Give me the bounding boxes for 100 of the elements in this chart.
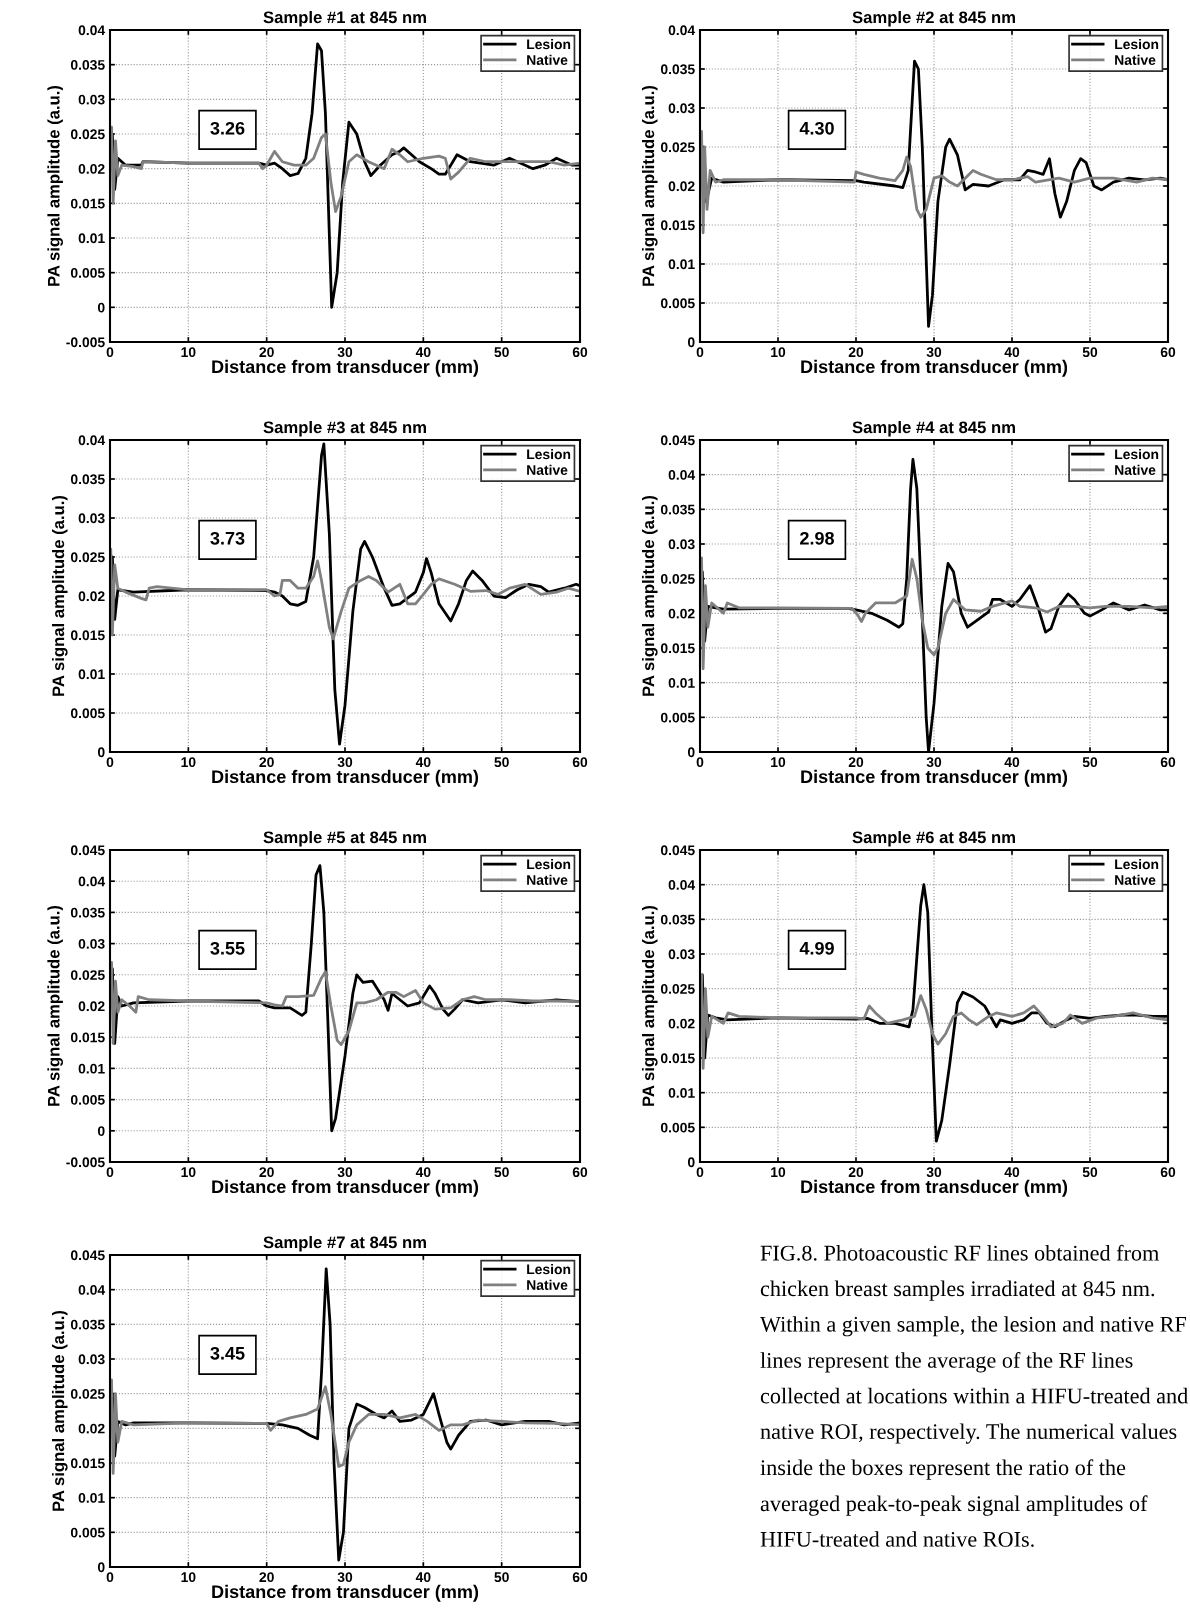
y-tick-label: 0.02 — [78, 591, 105, 602]
x-tick-label: 0 — [106, 757, 114, 768]
chart-title: Sample #6 at 845 nm — [852, 830, 1015, 847]
y-tick-label: 0.005 — [660, 712, 695, 723]
annotation: 3.45 — [210, 1346, 245, 1360]
y-tick-label: 0.005 — [660, 298, 695, 309]
y-tick-label: 0.01 — [78, 233, 105, 244]
x-tick-label: 0 — [696, 757, 704, 768]
line-series — [110, 547, 580, 641]
y-tick-label: 0 — [97, 302, 105, 313]
y-axis-title: PA signal amplitude (a.u.) — [642, 85, 658, 286]
legend-label: Lesion — [527, 39, 571, 50]
x-tick-label: 0 — [106, 1167, 114, 1178]
x-axis-title: Distance from transducer (mm) — [212, 1179, 479, 1197]
y-tick-label: 0.02 — [668, 608, 695, 619]
x-tick-label: 10 — [771, 347, 786, 358]
line-series — [700, 973, 1168, 1070]
x-tick-label: 30 — [337, 1572, 353, 1583]
y-tick-label: 0.045 — [660, 435, 695, 446]
y-tick-label: -0.005 — [66, 337, 105, 348]
x-tick-label: 60 — [572, 1572, 588, 1583]
x-tick-label: 40 — [1004, 347, 1020, 358]
y-tick-label: 0.005 — [70, 1527, 105, 1538]
x-tick-label: 30 — [926, 757, 942, 768]
x-tick-label: 20 — [848, 757, 864, 768]
y-tick-label: 0.035 — [660, 504, 695, 515]
y-tick-label: 0.005 — [70, 1094, 105, 1105]
x-tick-label: 20 — [259, 1572, 274, 1583]
y-tick-label: 0.025 — [70, 552, 105, 563]
x-tick-label: 40 — [1004, 1167, 1020, 1178]
y-tick-label: 0.035 — [660, 914, 695, 925]
y-tick-label: 0 — [687, 337, 695, 348]
y-tick-label: 0.03 — [78, 1354, 105, 1365]
y-tick-label: 0.035 — [70, 474, 105, 485]
x-axis-title: Distance from transducer (mm) — [801, 769, 1068, 787]
y-axis-title: PA signal amplitude (a.u.) — [642, 495, 658, 696]
x-axis-title: Distance from transducer (mm) — [801, 359, 1068, 377]
y-tick-label: 0.015 — [70, 198, 105, 209]
x-tick-label: 0 — [106, 347, 114, 358]
x-tick-label: 30 — [926, 347, 942, 358]
legend-label: Native — [527, 1279, 568, 1290]
x-tick-label: 50 — [494, 347, 509, 358]
y-tick-label: 0.025 — [660, 574, 695, 584]
y-tick-label: 0.04 — [668, 25, 696, 36]
x-tick-label: 40 — [415, 1167, 431, 1178]
y-tick-label: 0.03 — [78, 513, 105, 524]
x-tick-label: 60 — [572, 1167, 588, 1178]
y-tick-label: 0.01 — [668, 259, 695, 270]
y-tick-label: 0.015 — [70, 1032, 105, 1043]
x-tick-label: 60 — [572, 347, 588, 358]
annotation: 4.30 — [799, 121, 834, 135]
y-tick-label: 0.04 — [78, 25, 106, 36]
legend-label: Native — [1115, 464, 1156, 475]
y-tick-label: 0.02 — [78, 1001, 105, 1012]
y-axis-title: PA signal amplitude (a.u.) — [52, 1310, 68, 1511]
y-tick-label: 0.03 — [668, 103, 695, 114]
line-series — [700, 556, 1168, 671]
y-tick-label: 0.03 — [78, 94, 105, 105]
y-tick-label: 0.02 — [668, 1018, 695, 1029]
y-tick-label: 0.01 — [78, 669, 105, 680]
x-tick-label: 0 — [106, 1572, 114, 1583]
y-axis-title: PA signal amplitude (a.u.) — [642, 905, 658, 1106]
y-tick-label: 0.045 — [70, 1250, 105, 1261]
legend-label: Native — [1115, 874, 1156, 885]
x-tick-label: 0 — [696, 347, 704, 358]
x-tick-label: 20 — [259, 347, 274, 358]
y-tick-label: 0.03 — [668, 949, 695, 960]
y-tick-label: 0 — [687, 747, 695, 758]
x-tick-label: 60 — [572, 757, 588, 768]
y-tick-label: 0 — [97, 747, 105, 758]
y-tick-label: 0.025 — [660, 142, 695, 153]
legend-label: Lesion — [527, 449, 571, 460]
y-tick-label: 0.015 — [660, 643, 695, 654]
y-tick-label: 0.005 — [70, 268, 105, 278]
annotation: 4.99 — [799, 941, 834, 955]
x-tick-label: 10 — [181, 1167, 196, 1178]
y-tick-label: 0.04 — [78, 435, 106, 446]
x-axis-title: Distance from transducer (mm) — [212, 769, 479, 787]
x-tick-label: 50 — [1082, 347, 1098, 358]
legend-label: Lesion — [1115, 859, 1159, 870]
x-tick-label: 40 — [415, 1572, 431, 1583]
y-tick-label: 0.015 — [660, 220, 695, 231]
y-tick-label: 0.005 — [70, 708, 105, 719]
line-series — [110, 960, 580, 1047]
y-tick-label: 0.01 — [78, 1063, 105, 1074]
chart-title: Sample #5 at 845 nm — [263, 830, 426, 847]
x-tick-label: 10 — [771, 757, 786, 768]
chart-title: Sample #7 at 845 nm — [263, 1235, 426, 1252]
y-tick-label: 0.035 — [70, 907, 105, 918]
x-tick-label: 60 — [1160, 757, 1176, 768]
x-tick-label: 50 — [494, 1572, 509, 1583]
x-tick-label: 40 — [415, 347, 431, 358]
y-tick-label: 0.045 — [660, 845, 695, 856]
legend-label: Native — [527, 874, 568, 885]
y-tick-label: 0.035 — [70, 60, 105, 70]
y-tick-label: 0 — [97, 1126, 105, 1136]
x-tick-label: 60 — [1160, 347, 1176, 358]
x-tick-label: 40 — [415, 757, 431, 768]
y-tick-label: 0.03 — [668, 539, 695, 550]
y-tick-label: 0 — [97, 1562, 105, 1573]
